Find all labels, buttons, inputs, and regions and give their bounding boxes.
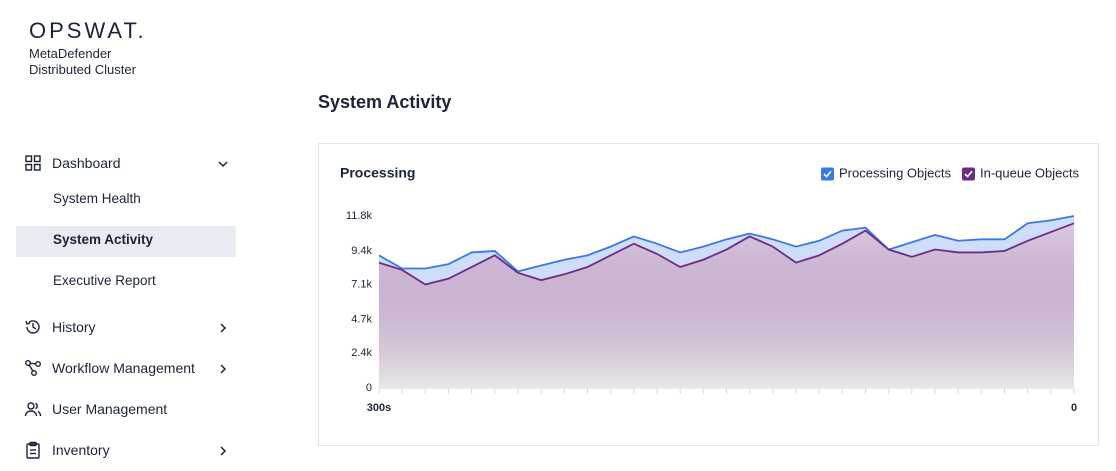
chevron-right[interactable] <box>216 362 230 376</box>
y-tick-label: 4.7k <box>351 313 372 325</box>
history-icon <box>25 320 40 334</box>
legend-label[interactable]: Processing Objects <box>839 165 951 180</box>
inventory-icon <box>26 441 40 459</box>
y-tick-label: 2.4k <box>351 347 372 359</box>
users-icon <box>24 402 42 417</box>
y-tick-label: 0 <box>366 382 372 394</box>
product-name: MetaDefender <box>29 46 112 61</box>
workflow-icon <box>25 360 41 376</box>
x-tick-label: 0 <box>1071 402 1077 414</box>
nav-item[interactable]: Dashboard <box>52 155 121 171</box>
chevron-right[interactable] <box>216 444 230 458</box>
chart: Processing 0 2.4k 4.7k 7.1k 9.4k 11.8k 300s 0 In… <box>340 165 1080 414</box>
dashboard-icon <box>25 155 41 171</box>
chevron-down[interactable] <box>216 157 230 171</box>
chart-title: Processing <box>340 165 415 181</box>
page-title: System Activity <box>318 92 452 112</box>
nav-item[interactable]: History <box>52 319 96 335</box>
nav-subitem[interactable]: System Health <box>53 191 141 206</box>
y-tick-label: 7.1k <box>351 278 372 290</box>
checkmark <box>964 170 973 178</box>
nav-item[interactable]: User Management <box>52 401 168 417</box>
nav-item[interactable]: Inventory <box>52 442 110 458</box>
nav-subitem[interactable]: System Activity <box>53 232 154 247</box>
legend-label[interactable]: In-queue Objects <box>980 165 1080 180</box>
logo: OPSWAT. <box>29 18 147 43</box>
line <box>378 215 1075 273</box>
chart-card: Processing 0 2.4k 4.7k 7.1k 9.4k 11.8k 300s 0 In… <box>318 143 1099 446</box>
area <box>379 223 1074 388</box>
chevron-right[interactable] <box>216 321 230 335</box>
y-tick-label: 9.4k <box>351 245 372 257</box>
legend-checkbox[interactable] <box>961 167 975 181</box>
y-tick-label: 11.8k <box>346 210 373 222</box>
nav-subitem[interactable]: Executive Report <box>53 273 156 288</box>
checkmark <box>823 170 832 178</box>
active-highlight <box>16 226 236 257</box>
x-tick-label: 300s <box>367 402 391 414</box>
nav-item[interactable]: Workflow Management <box>52 360 195 376</box>
line <box>378 222 1075 286</box>
legend-checkbox[interactable] <box>820 167 834 181</box>
product-name: Distributed Cluster <box>29 62 136 77</box>
